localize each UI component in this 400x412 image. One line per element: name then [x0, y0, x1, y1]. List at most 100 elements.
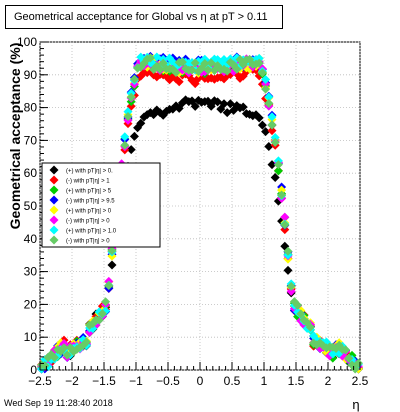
data-point [104, 280, 114, 290]
data-point [149, 110, 159, 120]
legend-box [41, 162, 161, 248]
data-point [136, 118, 146, 128]
y-tick-label: 10 [24, 330, 38, 344]
data-point [341, 345, 351, 355]
data-point [59, 343, 69, 353]
data-point [171, 67, 181, 77]
legend-marker [49, 195, 59, 205]
data-point [219, 99, 229, 109]
data-point [305, 322, 315, 332]
y-tick-label: 60 [24, 166, 38, 180]
y-tick-label: 20 [24, 297, 38, 311]
data-point [254, 58, 264, 68]
y-tick-label: 80 [24, 101, 38, 115]
data-point [81, 337, 91, 347]
footer-timestamp: Wed Sep 19 11:28:40 2018 [4, 398, 113, 408]
data-point [261, 79, 271, 89]
data-point [261, 74, 271, 84]
series-layer [37, 51, 363, 374]
axes: −2.5 −2 −1.5 −1 −0.5 0 0.5 1 1.5 2 2.5 0 10 20 30 40 50 6… [17, 35, 369, 388]
data-point [283, 265, 293, 275]
y-tick-label: 100 [17, 35, 37, 49]
legend-label: (+) with pT|η| > 0. [66, 169, 113, 175]
y-tick-label: 70 [24, 133, 38, 147]
chart-title: Geometrical acceptance for Global vs η a… [5, 5, 283, 29]
y-tick-label: 0 [30, 363, 37, 377]
data-point [267, 126, 277, 136]
data-point [197, 63, 207, 73]
data-point [267, 120, 277, 130]
data-point [129, 131, 139, 141]
legend-marker [49, 235, 59, 245]
y-tick-label: 30 [24, 265, 38, 279]
data-point [145, 53, 155, 63]
data-point [123, 107, 133, 117]
x-tick-label: 2.5 [352, 374, 369, 388]
data-point [277, 190, 287, 200]
legend-marker [49, 185, 59, 195]
data-point [270, 173, 280, 183]
legend-marker [49, 175, 59, 185]
data-point [206, 58, 216, 68]
legend: (+) with pT|η| > 0. (-) with pT|η| > 1 (+)… [41, 162, 161, 248]
legend-marker [49, 165, 59, 175]
data-point [261, 127, 271, 137]
x-tick-label: 1.5 [288, 374, 305, 388]
data-point [190, 101, 200, 111]
x-tick-label: 1 [261, 374, 268, 388]
y-tick-label: 90 [24, 68, 38, 82]
data-point [190, 58, 200, 68]
x-tick-label: −2 [65, 374, 79, 388]
y-axis-label: Geometrical acceptance (%) [7, 43, 23, 230]
data-point [49, 352, 59, 362]
data-point [94, 315, 104, 325]
y-tick-label: 40 [24, 232, 38, 246]
data-point [120, 140, 130, 150]
legend-label: (-) with pT|η| > 1 [66, 179, 110, 185]
data-point [62, 350, 72, 360]
data-point [264, 99, 274, 109]
x-axis-label: η [352, 397, 359, 412]
legend-label: (+) with pT|η| > 1.0 [66, 229, 117, 235]
data-point [286, 281, 296, 291]
data-point [286, 286, 296, 296]
data-point [270, 133, 280, 143]
legend-label: (+) with pT|η| > 5 [66, 189, 112, 195]
data-point [97, 309, 107, 319]
legend-label: (+) with pT|η| > 0 [66, 209, 112, 215]
data-point [280, 220, 290, 230]
data-point [238, 60, 248, 70]
data-point [273, 166, 283, 176]
x-tick-label: 0.5 [224, 374, 241, 388]
data-point [344, 353, 354, 363]
legend-marker [49, 205, 59, 215]
data-point [273, 160, 283, 170]
data-point [56, 346, 66, 356]
data-point [277, 185, 287, 195]
y-tick-label: 50 [24, 199, 38, 213]
data-point [232, 64, 242, 74]
x-tick-label: −2.5 [28, 374, 52, 388]
data-point [155, 64, 165, 74]
legend-label: (-) with pT|η| > 0 [66, 239, 110, 245]
x-tick-label: −0.5 [156, 374, 180, 388]
data-point [350, 364, 360, 374]
legend-marker [49, 225, 59, 235]
data-point [126, 145, 136, 155]
data-point [120, 132, 130, 142]
data-point [200, 59, 210, 69]
data-point [267, 112, 277, 122]
data-point [257, 68, 267, 78]
data-point [123, 111, 133, 121]
data-point [261, 84, 271, 94]
data-point [257, 120, 267, 130]
x-tick-label: 0 [197, 374, 204, 388]
data-point [293, 300, 303, 310]
data-point [238, 102, 248, 112]
data-point [264, 142, 274, 152]
data-point [126, 92, 136, 102]
legend-marker [49, 215, 59, 225]
data-point [270, 137, 280, 147]
data-point [353, 358, 363, 368]
